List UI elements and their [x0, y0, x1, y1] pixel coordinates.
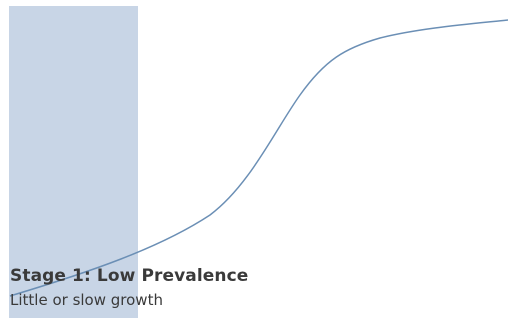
stage-1-highlight-band [9, 6, 138, 318]
stage-title: Stage 1: Low Prevalence [10, 266, 249, 286]
s-curve-line [9, 19, 508, 297]
stage-subtitle: Little or slow growth [10, 291, 163, 309]
